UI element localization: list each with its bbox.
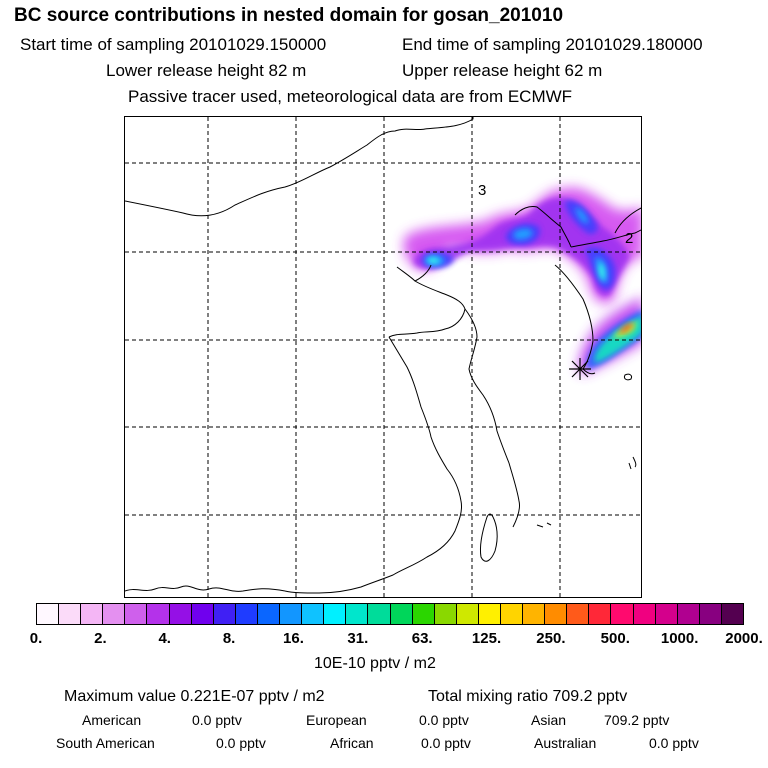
colorbar-segment (589, 604, 612, 624)
colorbar-segment (125, 604, 148, 624)
colorbar-segment (633, 604, 656, 624)
start-time-label: Start time of sampling 20101029.150000 (20, 35, 327, 54)
american-label: American (82, 712, 142, 728)
colorbar-tick-label: 2. (94, 630, 107, 647)
colorbar-segment (280, 604, 303, 624)
colorbar-segment (677, 604, 700, 624)
plume-layer (403, 187, 641, 374)
map-panel: 3 2 (124, 116, 642, 598)
colorbar-segment (103, 604, 126, 624)
colorbar-segment (655, 604, 678, 624)
colorbar-tick-label: 31. (347, 630, 369, 647)
colorbar-tick-label: 250. (536, 630, 566, 647)
african-value: 0.0 pptv (421, 735, 471, 751)
map-grid (125, 117, 641, 597)
colorbar-unit: 10E-10 pptv / m2 (314, 655, 436, 672)
colorbar-tick-label: 125. (471, 630, 502, 647)
colorbar-segment (324, 604, 347, 624)
colorbar-segment (81, 604, 104, 624)
colorbar-segment (257, 604, 281, 624)
map-label-2: 2 (625, 230, 633, 247)
colorbar-segment (523, 604, 546, 624)
colorbar-segment (37, 604, 60, 624)
colorbar-segment (434, 604, 457, 624)
colorbar-segment (213, 604, 236, 624)
colorbar-segment (346, 604, 369, 624)
map-canvas: 3 2 (125, 117, 641, 597)
colorbar-segment (500, 604, 524, 624)
colorbar-tick-label: 63. (411, 630, 433, 647)
tracer-note: Passive tracer used, meteorological data… (128, 87, 573, 106)
australian-label: Australian (534, 735, 597, 751)
colorbar-segment (699, 604, 722, 624)
colorbar-segment (478, 604, 501, 624)
colorbar-segment (545, 604, 568, 624)
colorbar-segment (59, 604, 82, 624)
asian-label: Asian (531, 712, 567, 728)
south-american-value: 0.0 pptv (216, 735, 266, 751)
colorbar-segment (721, 604, 743, 624)
colorbar-tick-label: 0. (29, 630, 43, 647)
south-american-label: South American (56, 735, 155, 751)
lower-release-label: Lower release height 82 m (106, 61, 307, 80)
plot-title: BC source contributions in nested domain… (14, 5, 564, 26)
colorbar-tick-label: 8. (222, 630, 236, 647)
colorbar-segment (235, 604, 258, 624)
colorbar-tick-label: 2000. (725, 630, 763, 647)
colorbar-segment (147, 604, 170, 624)
coastlines (125, 117, 641, 594)
european-value: 0.0 pptv (419, 712, 469, 728)
colorbar-segment (567, 604, 590, 624)
australian-value: 0.0 pptv (649, 735, 699, 751)
colorbar-tick-label: 1000. (660, 630, 699, 647)
colorbar-tick-label: 4. (158, 630, 171, 647)
colorbar-segment (412, 604, 435, 624)
colorbar-segment (368, 604, 391, 624)
colorbar-tick-label: 16. (283, 630, 304, 647)
colorbar (36, 603, 744, 625)
total-mixing-label: Total mixing ratio 709.2 pptv (428, 688, 628, 705)
american-value: 0.0 pptv (192, 712, 242, 728)
map-label-3: 3 (478, 182, 486, 199)
colorbar-segment (611, 604, 634, 624)
asian-value: 709.2 pptv (604, 712, 670, 728)
african-label: African (330, 735, 374, 751)
colorbar-segment (191, 604, 214, 624)
receptor-marker (569, 358, 591, 380)
colorbar-segment (169, 604, 192, 624)
end-time-label: End time of sampling 20101029.180000 (402, 35, 703, 54)
colorbar-segment (390, 604, 413, 624)
colorbar-tick-label: 500. (600, 630, 630, 647)
upper-release-label: Upper release height 62 m (402, 61, 603, 80)
european-label: European (306, 712, 367, 728)
max-value-label: Maximum value 0.221E-07 pptv / m2 (64, 688, 325, 705)
colorbar-segment (302, 604, 325, 624)
colorbar-segment (456, 604, 479, 624)
